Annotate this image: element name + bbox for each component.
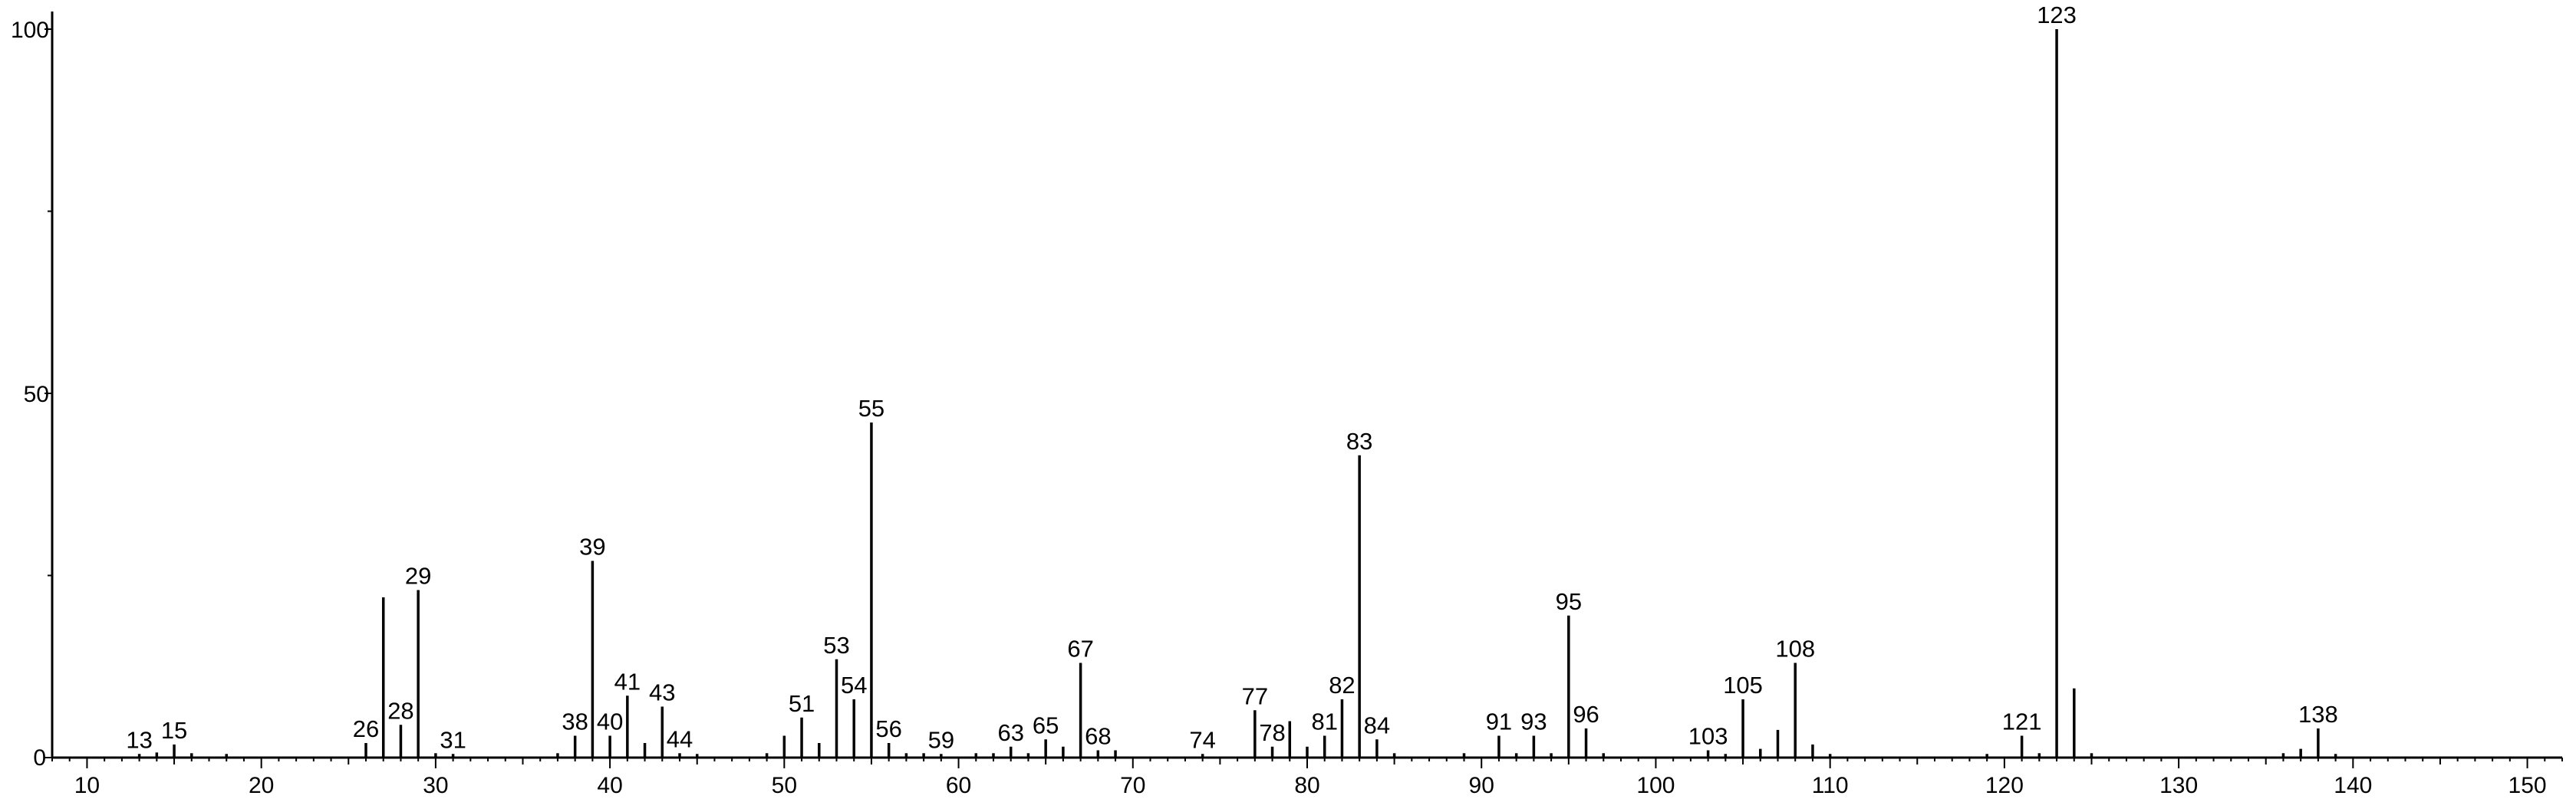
x-tick-label: 20 [249,773,274,798]
peak-label: 13 [126,726,152,753]
peak-label: 56 [875,715,901,742]
peak-label: 65 [1033,712,1059,738]
peak-label: 38 [562,709,588,735]
peak-label: 105 [1723,672,1763,699]
peak-label: 15 [161,717,187,744]
peak-label: 91 [1486,709,1512,735]
peak-label: 28 [387,697,413,724]
peak-label: 93 [1520,709,1547,735]
y-tick-label: 50 [24,382,49,407]
peak-label: 54 [841,672,867,699]
peak-label: 39 [579,534,605,561]
peak-label: 55 [858,395,884,422]
peak-label: 123 [2037,2,2077,28]
x-ticks: 10 20 30 40 50 60 70 80 90 100 110 120 130 140 150 [51,758,2563,798]
x-tick-label: 80 [1294,773,1319,798]
peak-label: 43 [649,679,675,706]
peak-label: 81 [1311,709,1337,735]
peak-label: 29 [405,563,431,590]
peak-labels: 13 15 26 28 29 31 38 39 40 41 43 44 51 53 54 55 56 59 63 65… [126,2,2337,753]
x-tick-label: 70 [1120,773,1145,798]
peak-label: 44 [667,725,693,752]
peak-label: 31 [440,726,466,753]
axes [51,12,2562,759]
x-tick-label: 150 [2508,773,2547,798]
peak-label: 103 [1688,723,1728,750]
peak-label: 96 [1573,701,1599,728]
peak-label: 59 [928,726,954,753]
peak-label: 51 [789,690,815,717]
peaks [137,29,2337,758]
peak-label: 74 [1189,726,1215,753]
peak-label: 77 [1242,682,1268,709]
peak-label: 40 [597,709,623,735]
peak-label: 95 [1556,588,1582,615]
peak-label: 26 [353,715,379,742]
peak-label: 78 [1259,719,1285,746]
peak-label: 138 [2298,701,2338,728]
x-tick-label: 90 [1469,773,1494,798]
peak-label: 53 [823,632,849,659]
x-tick-label: 140 [2334,773,2372,798]
x-tick-label: 100 [1636,773,1675,798]
x-tick-label: 110 [1812,773,1849,798]
peak-label: 108 [1775,636,1815,663]
x-tick-label: 50 [772,773,797,798]
x-tick-label: 30 [423,773,448,798]
y-tick-label: 100 [11,18,49,43]
peak-label: 121 [2002,709,2042,735]
x-tick-label: 60 [946,773,971,798]
y-tick-label: 0 [33,745,46,771]
x-tick-label: 130 [2159,773,2198,798]
peak-label: 63 [997,719,1023,746]
peak-label: 83 [1346,428,1372,455]
peak-label: 82 [1329,672,1355,699]
x-tick-label: 120 [1985,773,2024,798]
x-tick-label: 10 [74,773,100,798]
peak-label: 67 [1067,636,1093,663]
y-ticks: 0 50 100 [11,18,52,771]
peak-label: 41 [614,668,641,695]
peak-label: 84 [1364,712,1390,738]
peak-label: 68 [1085,723,1111,750]
x-tick-label: 40 [597,773,622,798]
